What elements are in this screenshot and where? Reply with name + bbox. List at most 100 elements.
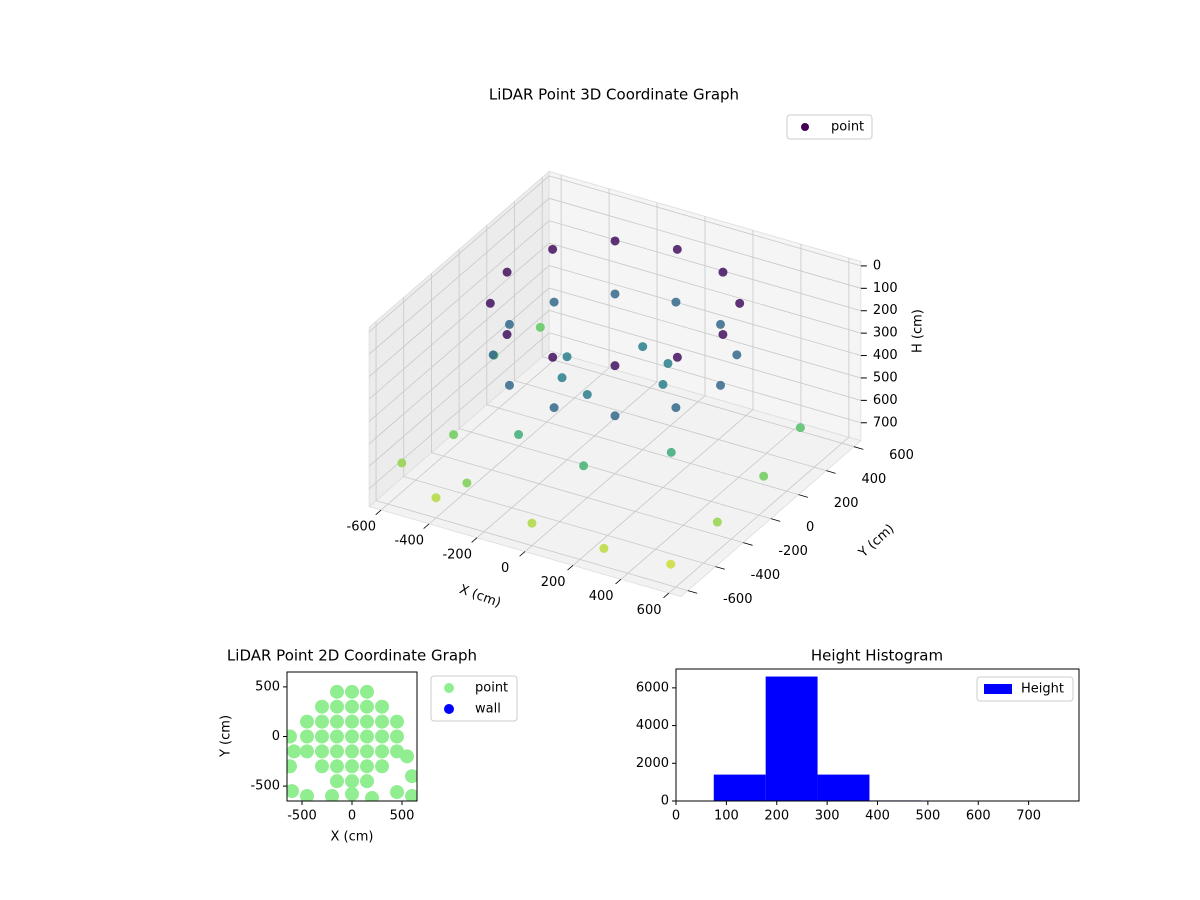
x-tick-label: 300 bbox=[815, 809, 840, 824]
grid-line bbox=[375, 500, 688, 591]
point bbox=[671, 403, 681, 413]
point bbox=[375, 699, 389, 714]
point bbox=[535, 322, 545, 332]
y-axis-label: Y (cm) bbox=[219, 715, 234, 758]
bar bbox=[713, 774, 766, 801]
point bbox=[504, 319, 514, 329]
x-tick-mark bbox=[615, 578, 622, 585]
point bbox=[375, 714, 389, 729]
y-tick-label: -500 bbox=[250, 779, 280, 794]
grid-line bbox=[549, 287, 861, 379]
x-tick-label: 500 bbox=[390, 809, 415, 824]
legend-label: point bbox=[475, 681, 508, 696]
point bbox=[718, 329, 728, 339]
point bbox=[287, 759, 297, 774]
x-tick-label: 600 bbox=[966, 809, 991, 824]
legend-box bbox=[976, 676, 1074, 702]
chart-title: LiDAR Point 3D Coordinate Graph bbox=[489, 86, 739, 104]
point bbox=[548, 244, 558, 254]
point bbox=[315, 744, 329, 759]
point bbox=[672, 244, 682, 254]
point bbox=[663, 358, 673, 368]
point bbox=[375, 729, 389, 744]
point bbox=[390, 714, 404, 729]
point bbox=[315, 714, 329, 729]
x-tick-label: -600 bbox=[347, 520, 377, 535]
grid-line bbox=[368, 287, 550, 445]
point bbox=[345, 744, 359, 759]
point bbox=[502, 267, 512, 277]
grid-line bbox=[514, 380, 827, 472]
legend-marker bbox=[444, 683, 454, 693]
point bbox=[718, 267, 728, 277]
point bbox=[360, 699, 374, 714]
z-tick-label: 500 bbox=[873, 370, 898, 385]
y-tick-mark bbox=[826, 470, 836, 474]
grid-line bbox=[368, 242, 550, 400]
point bbox=[599, 543, 609, 553]
grid-line bbox=[549, 265, 861, 356]
z-tick-label: 300 bbox=[873, 326, 898, 341]
point bbox=[579, 461, 589, 471]
point bbox=[610, 289, 620, 299]
y-tick-label: -400 bbox=[751, 568, 781, 583]
point bbox=[548, 352, 558, 362]
x-tick-label: 0 bbox=[672, 809, 680, 824]
legend-box bbox=[786, 114, 873, 140]
y-tick-mark bbox=[770, 518, 781, 522]
point bbox=[488, 350, 498, 360]
point bbox=[400, 749, 414, 764]
x-tick-label: 0 bbox=[501, 561, 509, 576]
y-tick-label: -600 bbox=[723, 592, 753, 607]
legend-marker bbox=[444, 704, 454, 714]
grid-line bbox=[368, 265, 550, 422]
grid-line bbox=[549, 197, 861, 289]
point bbox=[449, 430, 459, 440]
legend-marker bbox=[801, 123, 809, 131]
point bbox=[504, 380, 514, 390]
grid-line bbox=[549, 175, 861, 267]
point bbox=[610, 411, 620, 421]
grid-line bbox=[486, 404, 799, 496]
point bbox=[405, 769, 417, 784]
legend-label: Height bbox=[1021, 682, 1064, 697]
grid-line bbox=[549, 332, 861, 424]
point bbox=[300, 789, 314, 801]
legend-label: point bbox=[831, 120, 864, 135]
histogram-chart: Height 0 100 200 300 400 500 600 700 0 2000 4000 600… bbox=[636, 647, 1080, 824]
z-tick-label: 700 bbox=[873, 415, 898, 430]
y-tick-mark bbox=[798, 494, 809, 498]
point bbox=[330, 774, 344, 789]
point bbox=[345, 759, 359, 774]
point bbox=[287, 784, 299, 799]
x-tick-label: 200 bbox=[764, 809, 789, 824]
point bbox=[300, 729, 314, 744]
x-axis-label: X (cm) bbox=[331, 830, 374, 845]
grid-line bbox=[549, 242, 861, 334]
z-tick-label: 400 bbox=[873, 348, 898, 363]
scatter-chart: point wall -500 0 500 -500 0 500 X (cm) Y (cm) LiD… bbox=[219, 647, 518, 845]
x-tick-label: 600 bbox=[637, 603, 662, 618]
point bbox=[345, 729, 359, 744]
x-tick-mark bbox=[519, 551, 526, 557]
y-tick-label: 600 bbox=[889, 448, 914, 463]
point bbox=[549, 403, 559, 413]
plot-area bbox=[287, 684, 417, 801]
y-tick-label: 0 bbox=[272, 729, 280, 744]
point bbox=[360, 729, 374, 744]
x-tick-label: 100 bbox=[714, 809, 739, 824]
point bbox=[502, 330, 512, 340]
chart-title: Height Histogram bbox=[811, 647, 943, 665]
grid-line bbox=[368, 175, 550, 333]
point bbox=[671, 297, 681, 307]
x-tick-label: 700 bbox=[1016, 809, 1041, 824]
x-tick-mark bbox=[471, 537, 478, 543]
point bbox=[360, 759, 374, 774]
point bbox=[716, 380, 726, 390]
point bbox=[330, 759, 344, 774]
point bbox=[549, 297, 559, 307]
y-tick-label: 200 bbox=[834, 496, 859, 511]
point bbox=[360, 714, 374, 729]
point bbox=[315, 759, 329, 774]
